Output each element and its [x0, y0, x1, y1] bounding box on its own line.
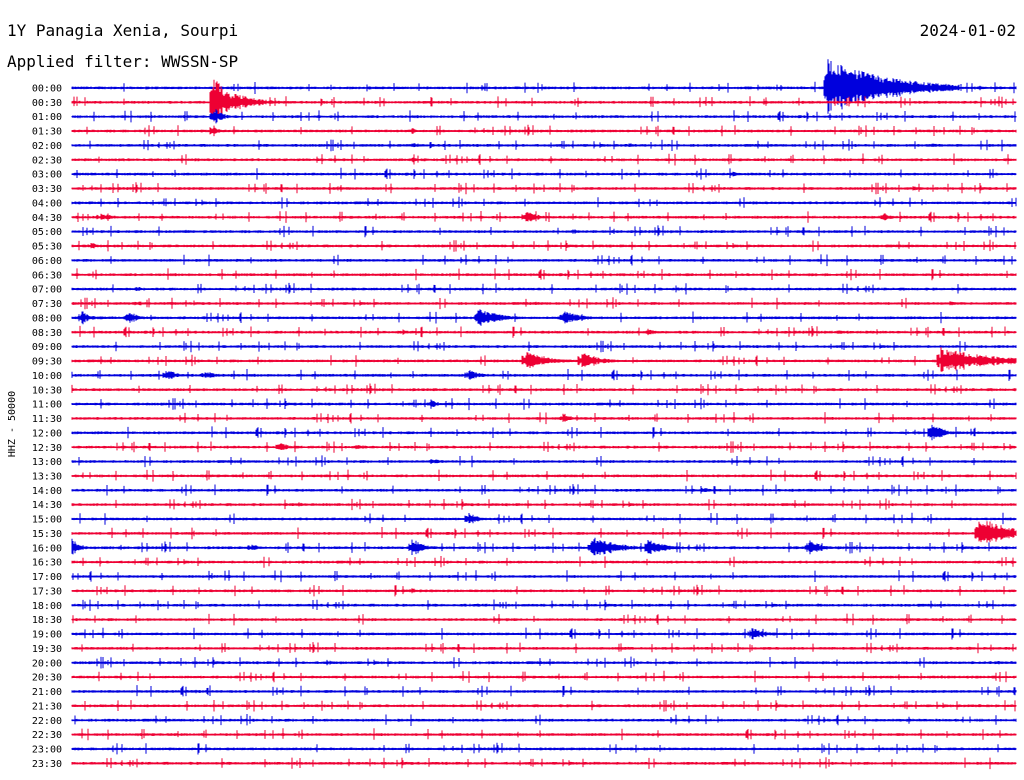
time-tick-label: 03:00 [32, 170, 62, 181]
time-tick-label: 03:30 [32, 184, 62, 195]
time-tick-label: 04:30 [32, 213, 62, 224]
time-tick-label: 15:00 [32, 515, 62, 526]
station-title: 1Y Panagia Xenia, Sourpi [7, 21, 239, 40]
time-tick-label: 11:00 [32, 400, 62, 411]
time-tick-label: 14:30 [32, 500, 62, 511]
time-tick-label: 05:00 [32, 227, 62, 238]
time-tick-label: 06:30 [32, 270, 62, 281]
time-tick-label: 13:30 [32, 471, 62, 482]
seismic-trace [71, 521, 1017, 543]
time-tick-label: 10:30 [32, 385, 62, 396]
date-label: 2024-01-02 [919, 21, 1016, 40]
time-tick-label: 08:30 [32, 328, 62, 339]
time-tick-label: 19:00 [32, 630, 62, 641]
time-tick-label: 17:00 [32, 572, 62, 583]
time-tick-label: 14:00 [32, 486, 62, 497]
time-tick-label: 18:30 [32, 615, 62, 626]
time-tick-label: 00:30 [32, 98, 62, 109]
time-tick-label: 15:30 [32, 529, 62, 540]
time-tick-label: 12:00 [32, 428, 62, 439]
time-tick-label: 23:30 [32, 759, 62, 770]
time-tick-label: 23:00 [32, 745, 62, 756]
time-tick-label: 01:30 [32, 127, 62, 138]
time-tick-label: 11:30 [32, 414, 62, 425]
time-tick-label: 00:00 [32, 84, 62, 95]
seismic-trace [71, 537, 1017, 556]
seismic-trace [71, 347, 1017, 372]
time-tick-label: 09:00 [32, 342, 62, 353]
time-tick-label: 02:00 [32, 141, 62, 152]
filter-label: Applied filter: WWSSN-SP [7, 52, 239, 71]
time-tick-label: 10:00 [32, 371, 62, 382]
time-tick-label: 18:00 [32, 601, 62, 612]
time-tick-label: 04:00 [32, 198, 62, 209]
time-tick-label: 16:00 [32, 543, 62, 554]
time-tick-label: 02:30 [32, 155, 62, 166]
time-tick-label: 21:30 [32, 701, 62, 712]
time-tick-label: 20:30 [32, 673, 62, 684]
time-tick-label: 16:30 [32, 558, 62, 569]
time-tick-label: 12:30 [32, 443, 62, 454]
time-tick-label: 08:00 [32, 313, 62, 324]
time-tick-label: 07:30 [32, 299, 62, 310]
time-tick-label: 13:00 [32, 457, 62, 468]
time-tick-label: 17:30 [32, 586, 62, 597]
time-tick-label: 20:00 [32, 658, 62, 669]
y-axis-label: HHZ - 50000 [7, 391, 18, 457]
trace-group: 00:00 00:30 01:00 01:30 02:00 02:30 03:00 03:30… [32, 59, 1017, 770]
time-tick-label: 21:00 [32, 687, 62, 698]
time-tick-label: 09:30 [32, 357, 62, 368]
time-tick-label: 06:00 [32, 256, 62, 267]
time-tick-label: 07:00 [32, 285, 62, 296]
time-tick-label: 05:30 [32, 242, 62, 253]
time-tick-label: 19:30 [32, 644, 62, 655]
time-tick-label: 01:00 [32, 112, 62, 123]
time-tick-label: 22:30 [32, 730, 62, 741]
time-tick-label: 22:00 [32, 716, 62, 727]
